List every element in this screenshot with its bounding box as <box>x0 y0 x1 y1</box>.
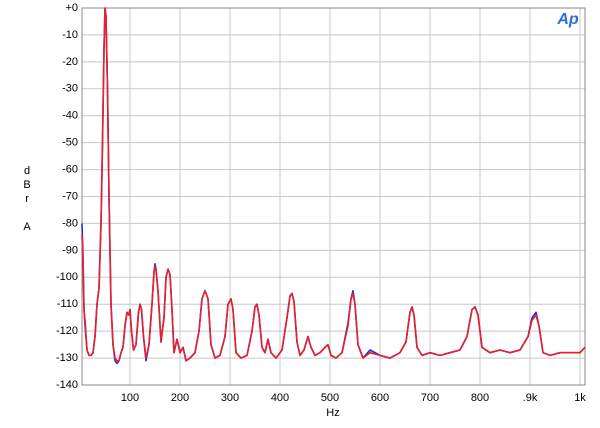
y-tick-label: -100 <box>56 271 78 283</box>
y-tick-label: +0 <box>65 2 78 14</box>
x-tick-label: 800 <box>471 392 489 404</box>
x-tick-label: 200 <box>171 392 189 404</box>
x-tick-label: 500 <box>321 392 339 404</box>
x-tick-label: 100 <box>121 392 139 404</box>
x-tick-label: .9k <box>523 392 538 404</box>
series-line <box>81 7 586 362</box>
x-tick-label: 300 <box>221 392 239 404</box>
x-tick-label: 400 <box>271 392 289 404</box>
y-tick-label: -40 <box>62 110 78 122</box>
y-tick-label: -50 <box>62 137 78 149</box>
y-axis-label: dBr A <box>21 165 33 235</box>
y-tick-label: -130 <box>56 352 78 364</box>
plot-frame <box>81 7 586 386</box>
x-axis-label: Hz <box>326 407 339 419</box>
y-tick-label: -70 <box>62 190 78 202</box>
logo: Ap <box>556 11 579 28</box>
x-tick-label: 700 <box>421 392 439 404</box>
x-tick-label: 600 <box>371 392 389 404</box>
y-tick-label: -90 <box>62 244 78 256</box>
y-tick-label: -60 <box>62 163 78 175</box>
y-tick-label: -20 <box>62 56 78 68</box>
y-tick-label: -110 <box>57 298 78 310</box>
y-tick-label: -140 <box>56 379 78 391</box>
y-tick-label: -30 <box>62 83 78 95</box>
series-line <box>81 7 586 365</box>
x-tick-label: 1k <box>574 392 586 404</box>
y-tick-label: -80 <box>62 217 78 229</box>
y-tick-label: -120 <box>56 325 78 337</box>
y-tick-label: -10 <box>62 29 78 41</box>
